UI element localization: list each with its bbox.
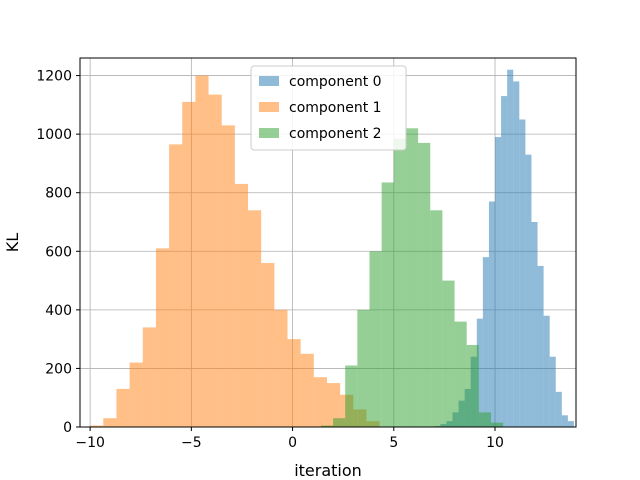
histogram-bar bbox=[482, 257, 489, 427]
y-tick-label: 800 bbox=[45, 186, 72, 202]
histogram-bar bbox=[543, 315, 550, 427]
histogram-bar bbox=[478, 412, 491, 427]
histogram-bar bbox=[405, 128, 419, 428]
axis-ticks: −10 −5 0 5 10 0 200 400 600 800 1000 1200 bbox=[36, 69, 504, 451]
histogram-bar bbox=[333, 418, 346, 427]
series-2-bars bbox=[320, 128, 504, 428]
y-tick-label: 200 bbox=[45, 361, 72, 377]
histogram-bar bbox=[369, 251, 382, 427]
histogram-bar bbox=[326, 383, 341, 427]
histogram-bar bbox=[116, 388, 130, 427]
plot-frame bbox=[79, 57, 577, 428]
histogram-bar bbox=[476, 318, 483, 427]
histogram-bar bbox=[555, 391, 562, 427]
histogram-bar bbox=[381, 182, 394, 427]
legend-box bbox=[250, 65, 407, 151]
histogram-bar bbox=[567, 421, 574, 427]
histogram-bar bbox=[466, 345, 479, 427]
histogram-bar bbox=[501, 96, 508, 428]
histogram-bar bbox=[103, 418, 117, 427]
y-tick-label: 1000 bbox=[36, 127, 72, 143]
series-1-bars bbox=[90, 75, 380, 428]
x-axis-label: iteration bbox=[294, 461, 362, 480]
x-tick-label: −10 bbox=[75, 435, 105, 451]
y-axis-label: KL bbox=[3, 233, 22, 252]
histogram-bar bbox=[234, 183, 249, 427]
histogram-bar bbox=[208, 94, 222, 427]
histogram-bar bbox=[313, 377, 327, 427]
histogram-bar bbox=[90, 425, 104, 427]
histogram-bar bbox=[507, 69, 514, 427]
histogram-bar bbox=[418, 142, 431, 427]
histogram-bar bbox=[393, 138, 406, 428]
histogram-bar bbox=[490, 422, 504, 427]
histogram-bar bbox=[248, 210, 262, 427]
histogram-bar bbox=[495, 137, 502, 428]
series-0-bars bbox=[434, 69, 574, 428]
y-tick-label: 0 bbox=[63, 420, 72, 436]
histogram-bar bbox=[142, 327, 156, 427]
legend-swatch bbox=[259, 128, 279, 138]
histogram-bar bbox=[525, 154, 532, 427]
y-tick-label: 1200 bbox=[36, 69, 72, 85]
x-tick-label: −5 bbox=[181, 435, 202, 451]
histogram-bar bbox=[129, 362, 143, 427]
histogram-bar bbox=[519, 119, 526, 427]
histogram-bar bbox=[531, 222, 538, 427]
histogram-bar bbox=[345, 365, 358, 427]
legend-label: component 1 bbox=[289, 100, 382, 116]
y-tick-label: 400 bbox=[45, 303, 72, 319]
histogram-bar bbox=[454, 321, 467, 427]
histogram-bar bbox=[274, 309, 288, 427]
histogram-bar bbox=[155, 248, 170, 427]
histogram-bar bbox=[549, 356, 556, 427]
legend-label: component 2 bbox=[289, 126, 382, 142]
histogram-bar bbox=[261, 263, 275, 427]
legend-swatch bbox=[259, 102, 279, 112]
y-tick-label: 600 bbox=[45, 244, 72, 260]
histogram-bar bbox=[195, 75, 209, 428]
histogram-bar bbox=[488, 201, 496, 427]
legend-swatch bbox=[259, 76, 279, 86]
x-tick-label: 5 bbox=[389, 435, 398, 451]
histogram-bar bbox=[357, 309, 370, 427]
histogram-bars bbox=[90, 69, 574, 428]
histogram-bar bbox=[561, 415, 568, 427]
histogram-bar bbox=[221, 125, 235, 427]
histogram-bar bbox=[430, 210, 443, 427]
histogram-bar bbox=[513, 81, 520, 427]
histogram-bar bbox=[287, 339, 301, 427]
histogram-bar bbox=[300, 353, 314, 427]
legend-label: component 0 bbox=[289, 74, 382, 90]
histogram-bar bbox=[442, 280, 455, 427]
histogram-bar bbox=[169, 144, 183, 427]
x-tick-label: 10 bbox=[486, 435, 504, 451]
histogram-bar bbox=[537, 265, 544, 427]
x-tick-label: 0 bbox=[288, 435, 297, 451]
histogram-bar bbox=[182, 101, 196, 427]
legend: component 0 component 1 component 2 bbox=[250, 65, 407, 151]
histogram-bar bbox=[320, 425, 334, 427]
